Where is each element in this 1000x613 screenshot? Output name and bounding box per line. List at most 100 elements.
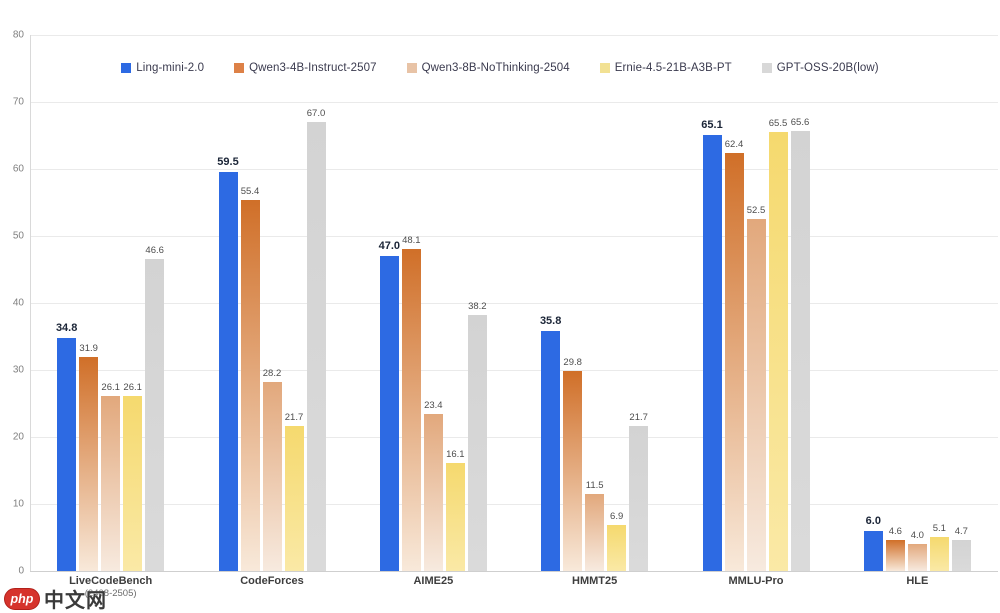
legend-item-Qwen3-4B-Instruct-2507: Qwen3-4B-Instruct-2507 <box>234 62 376 74</box>
bar-Ling-mini-2.0 <box>57 337 77 571</box>
y-axis-tick-label: 60 <box>12 163 24 175</box>
bar-Qwen3-4B-Instruct-2507 <box>79 357 99 571</box>
watermark-site-name: 中文网 <box>44 590 107 612</box>
bar-value-label: 62.4 <box>724 138 744 150</box>
bar-Qwen3-4B-Instruct-2507 <box>885 540 905 571</box>
bar-Qwen3-8B-NoThinking-2504 <box>585 493 605 571</box>
bar-Qwen3-4B-Instruct-2507 <box>240 199 260 571</box>
category-label: LiveCodeBench (2408-2505) <box>69 575 153 599</box>
bar-Ling-mini-2.0 <box>863 530 883 571</box>
bar-value-label: 5.1 <box>932 522 946 534</box>
y-axis-tick-label: 80 <box>12 29 24 41</box>
chart-legend: Ling-mini-2.0 Qwen3-4B-Instruct-2507 Qwen3… <box>0 58 1000 78</box>
category-label: MMLU-Pro <box>728 575 784 587</box>
bar-value-label: 65.6 <box>790 117 810 129</box>
bar-GPT-OSS-20B(low) <box>145 258 165 571</box>
y-axis-tick-label: 40 <box>12 297 24 309</box>
bar-value-label: 67.0 <box>306 108 326 120</box>
watermark: php 中文网 <box>4 584 107 613</box>
bar-GPT-OSS-20B(low) <box>467 315 487 571</box>
bar-GPT-OSS-20B(low) <box>629 425 649 571</box>
legend-marker-icon <box>761 63 772 73</box>
bar-Qwen3-8B-NoThinking-2504 <box>907 544 927 571</box>
bar-value-label: 16.1 <box>446 449 465 461</box>
bar-Ernie-4.5-21B-A3B-PT <box>284 425 304 571</box>
bar-Qwen3-4B-Instruct-2507 <box>724 152 744 571</box>
legend-marker-icon <box>121 63 132 73</box>
bar-value-label: 46.6 <box>145 244 164 256</box>
bar-value-label: 21.7 <box>284 411 304 423</box>
bar-value-label: 26.1 <box>101 382 120 394</box>
bar-value-label: 52.5 <box>746 205 766 217</box>
bar-value-label: 29.8 <box>563 357 582 369</box>
bar-value-label: 4.0 <box>910 530 924 542</box>
category-sublabel: (2408-2505) <box>84 588 137 599</box>
bar-value-label: 28.2 <box>262 368 282 380</box>
bar-value-label: 11.5 <box>585 479 604 491</box>
bar-value-label: 4.7 <box>954 525 968 537</box>
bar-value-label: 65.5 <box>768 118 788 130</box>
bar-value-label: 21.7 <box>629 411 648 423</box>
bar-value-label: 34.8 <box>55 321 78 334</box>
bar-Ernie-4.5-21B-A3B-PT <box>607 524 627 571</box>
bar-Ling-mini-2.0 <box>702 134 722 571</box>
legend-label: GPT-OSS-20B(low) <box>776 62 879 74</box>
gridline <box>30 370 998 371</box>
legend-marker-icon <box>406 63 417 73</box>
bar-value-label: 4.6 <box>888 526 902 538</box>
bar-Qwen3-8B-NoThinking-2504 <box>423 414 443 571</box>
category-label: CodeForces <box>240 575 304 587</box>
bar-GPT-OSS-20B(low) <box>951 539 971 571</box>
bar-Qwen3-8B-NoThinking-2504 <box>101 396 121 571</box>
legend-item-Ling-mini-2.0: Ling-mini-2.0 <box>121 62 204 74</box>
legend-label: Qwen3-8B-NoThinking-2504 <box>421 62 570 74</box>
y-axis-tick-label: 10 <box>12 498 24 510</box>
bar-value-label: 6.9 <box>610 510 624 522</box>
legend-item-Qwen3-8B-NoThinking-2504: Qwen3-8B-NoThinking-2504 <box>406 62 570 74</box>
gridline <box>30 236 998 237</box>
gridline <box>30 303 998 304</box>
bar-value-label: 35.8 <box>539 315 562 328</box>
bar-GPT-OSS-20B(low) <box>306 122 326 571</box>
bar-value-label: 26.1 <box>123 382 142 394</box>
bar-Ernie-4.5-21B-A3B-PT <box>929 536 949 571</box>
y-axis-tick-label: 0 <box>18 565 24 577</box>
y-axis-line <box>30 35 31 571</box>
bar-value-label: 38.2 <box>468 301 487 313</box>
gridline <box>30 437 998 438</box>
bar-value-label: 65.1 <box>701 118 723 131</box>
category-label: AIME25 <box>413 575 454 587</box>
bar-value-label: 48.1 <box>402 234 421 246</box>
bar-value-label: 31.9 <box>79 343 98 355</box>
legend-item-Ernie-4.5-21B-A3B-PT: Ernie-4.5-21B-A3B-PT <box>599 62 732 74</box>
bar-value-label: 55.4 <box>240 185 260 197</box>
bar-value-label: 23.4 <box>424 400 443 412</box>
legend-marker-icon <box>234 63 245 73</box>
gridline <box>30 169 998 170</box>
y-axis-tick-label: 20 <box>12 431 24 443</box>
legend-label: Ling-mini-2.0 <box>136 62 205 74</box>
bar-Qwen3-8B-NoThinking-2504 <box>262 382 282 571</box>
legend-label: Qwen3-4B-Instruct-2507 <box>249 62 377 74</box>
php-logo-badge: php <box>4 587 40 610</box>
bar-Qwen3-4B-Instruct-2507 <box>401 248 421 571</box>
bar-value-label: 59.5 <box>217 156 239 169</box>
bar-GPT-OSS-20B(low) <box>790 131 810 571</box>
x-axis-line <box>30 571 998 572</box>
category-label: HMMT25 <box>572 575 618 587</box>
bar-Ernie-4.5-21B-A3B-PT <box>768 132 788 571</box>
bar-Ernie-4.5-21B-A3B-PT <box>445 463 465 571</box>
bar-Qwen3-4B-Instruct-2507 <box>563 371 583 571</box>
gridline <box>30 504 998 505</box>
bar-value-label: 6.0 <box>865 514 881 527</box>
bar-Ling-mini-2.0 <box>379 256 399 571</box>
y-axis-tick-label: 30 <box>12 364 24 376</box>
gridline <box>30 102 998 103</box>
gridline <box>30 35 998 36</box>
bar-Ling-mini-2.0 <box>218 172 238 571</box>
bar-value-label: 47.0 <box>378 240 401 253</box>
bar-Qwen3-8B-NoThinking-2504 <box>746 219 766 571</box>
legend-item-GPT-OSS-20B(low): GPT-OSS-20B(low) <box>761 62 879 74</box>
category-label: HLE <box>906 575 929 587</box>
